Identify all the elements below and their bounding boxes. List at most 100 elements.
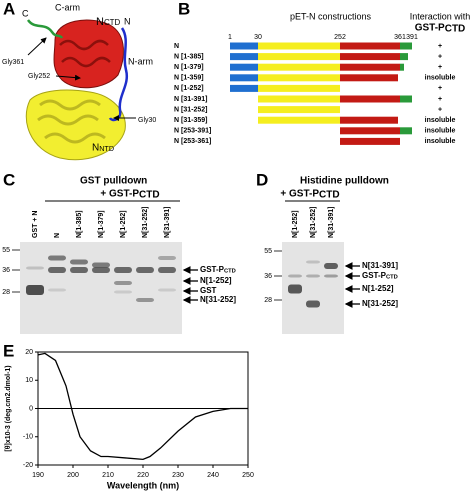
arrow (55, 74, 81, 81)
gel-band (136, 267, 154, 273)
interaction-partner: GST-P (415, 23, 445, 34)
interaction-result: insoluble (425, 117, 456, 124)
domain-box (400, 95, 412, 103)
band-label: N[31-391] (362, 261, 398, 270)
domain-box (258, 84, 340, 92)
construct-name: N [253-391] (174, 128, 211, 135)
ntd-domain (25, 89, 126, 161)
marker-label: 36 (2, 267, 10, 274)
gel-band (70, 267, 88, 273)
x-tick-label: 240 (207, 472, 219, 479)
domain-box (230, 42, 258, 50)
gel-band (48, 267, 66, 273)
lane-label: N[31-252] (142, 206, 149, 238)
panel-title: Histidine pulldown (300, 176, 389, 187)
ntd-label: N (92, 143, 99, 154)
c-terminus: C (22, 8, 29, 18)
domain-box (230, 63, 258, 71)
gel-band (306, 274, 320, 278)
domain-box (340, 95, 400, 103)
construct-name: N [253-361] (174, 138, 211, 145)
gel (20, 242, 182, 334)
position-label: 252 (334, 34, 346, 41)
construct-name: N (174, 43, 179, 50)
construct-name: N [31-252] (174, 106, 207, 113)
x-tick-label: 210 (102, 472, 114, 479)
gel-band (158, 288, 176, 292)
lane-label: N (54, 233, 61, 238)
construct-name: N [1-252] (174, 85, 204, 92)
gel-band (26, 266, 44, 270)
gel-band (92, 267, 110, 273)
domain-box (258, 53, 340, 61)
gel-band (306, 260, 320, 264)
construct-name: N [1-379] (174, 64, 204, 71)
ntd-helices (37, 99, 106, 144)
lane-label: N[31-252] (310, 206, 317, 238)
gel-band (92, 262, 110, 268)
interaction-title: Interaction with (410, 11, 471, 21)
position-label: 1 (228, 34, 232, 41)
data-line (37, 352, 248, 461)
gel-band (136, 298, 154, 302)
domain-box (340, 74, 398, 82)
gel-band (288, 274, 302, 278)
n-terminus: N (124, 16, 131, 26)
lane-label: N[1-252] (120, 210, 127, 238)
x-tick-label: 250 (242, 472, 254, 479)
y-tick-label: -10 (23, 434, 33, 441)
gly252-label: Gly252 (28, 73, 50, 80)
domain-box (230, 74, 258, 82)
construct-name: N [1-385] (174, 53, 204, 60)
treatment-label: + GST-P (100, 189, 139, 200)
treatment-label-sub: CTD (319, 190, 340, 201)
band-label-sub: CTD (224, 268, 236, 274)
ctd-helices (59, 39, 111, 68)
domain-box (258, 95, 340, 103)
gel-band (324, 274, 338, 278)
gel-band (306, 300, 320, 308)
treatment-label-sub: CTD (139, 190, 160, 201)
construct-name: N [31-359] (174, 117, 207, 124)
lane-label: N[31-391] (164, 206, 171, 238)
domain-box (340, 116, 398, 124)
arrow (27, 37, 47, 56)
domain-box (400, 42, 412, 50)
interaction-result: + (438, 85, 442, 92)
panel-label: C (3, 170, 15, 189)
gel-band (324, 263, 338, 269)
x-tick-label: 190 (32, 472, 44, 479)
interaction-result: + (438, 43, 442, 50)
marker-label: 28 (2, 289, 10, 296)
domain-box (258, 42, 340, 50)
y-tick-label: -20 (23, 462, 33, 469)
panel-title: GST pulldown (80, 176, 147, 187)
band-label: N[1-252] (200, 276, 232, 285)
ctd-label-sub: CTD (104, 18, 121, 27)
x-axis-label: Wavelength (nm) (107, 480, 179, 490)
gel-band (114, 290, 132, 294)
gel-band (70, 259, 88, 265)
interaction-partner-sub: CTD (445, 24, 466, 35)
interaction-result: + (438, 96, 442, 103)
domain-box (230, 53, 258, 61)
construct-name: N [31-391] (174, 96, 207, 103)
construct-name: N [1-359] (174, 75, 204, 82)
constructs-title: pET-N constructions (290, 11, 372, 21)
position-label: 361 (394, 34, 406, 41)
domain-box (340, 53, 400, 61)
panel-label: D (256, 170, 268, 189)
panel-label: A (3, 0, 15, 18)
domain-box (340, 137, 400, 145)
lane-label: N[1-252] (292, 210, 299, 238)
position-label: 391 (406, 34, 418, 41)
domain-box (258, 106, 340, 114)
c-arm-strand (26, 19, 64, 39)
x-tick-label: 220 (137, 472, 149, 479)
y-tick-label: 0 (29, 405, 33, 412)
marker-label: 55 (2, 247, 10, 254)
lane-label: N[1-379] (98, 210, 105, 238)
y-axis-label: [θ]x10-3 (deg.cm2.dmol-1) (5, 365, 12, 451)
gel-band (158, 267, 176, 273)
band-label: N[31-252] (200, 295, 236, 304)
